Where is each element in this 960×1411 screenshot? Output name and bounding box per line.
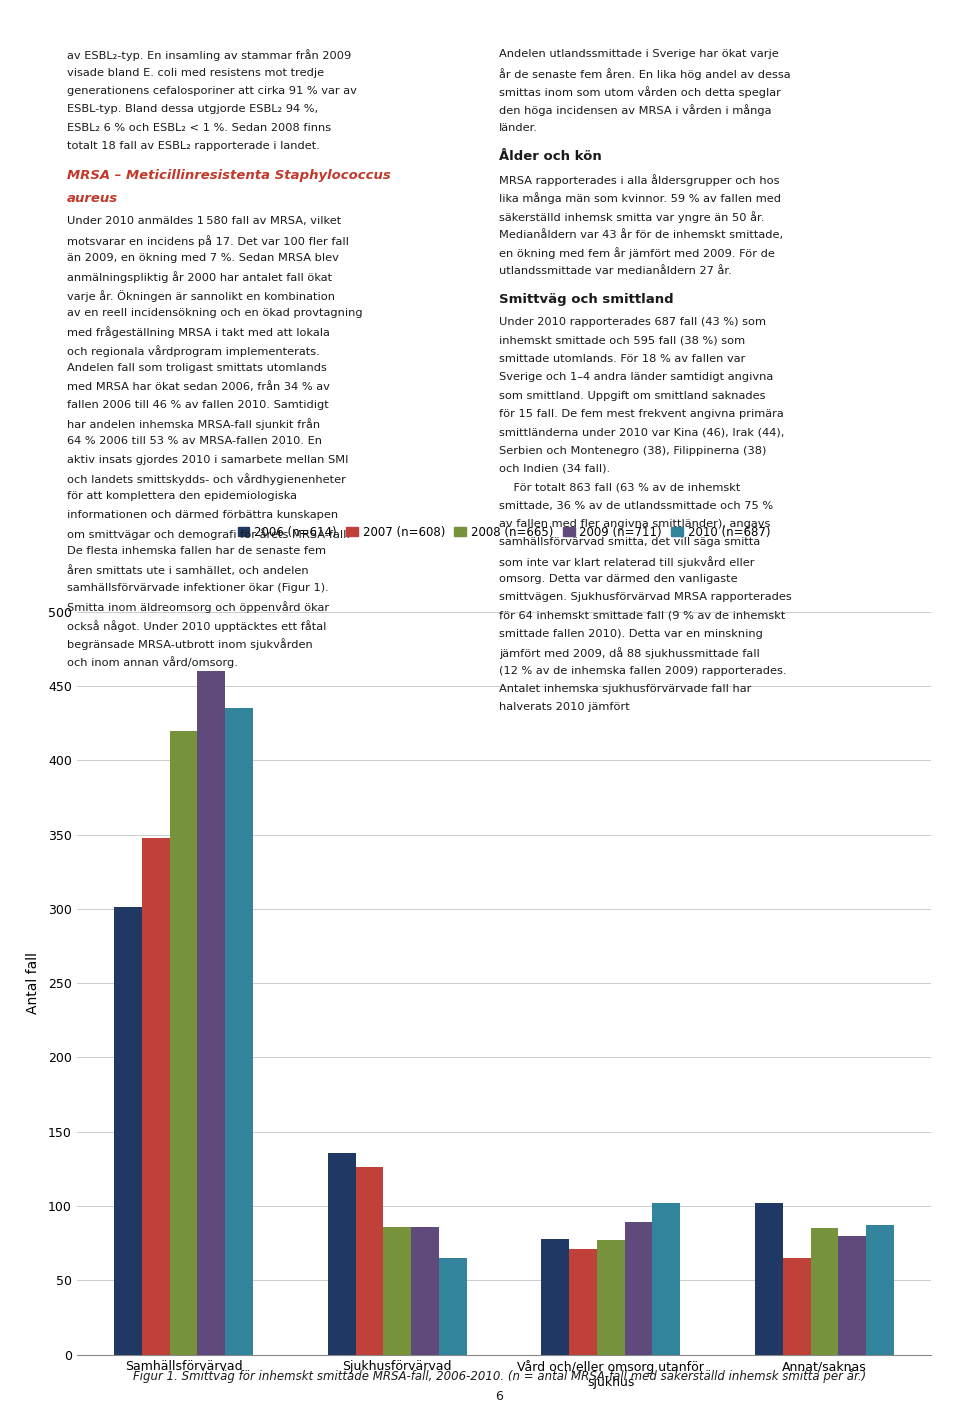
Text: jämfört med 2009, då 88 sjukhussmittade fall: jämfört med 2009, då 88 sjukhussmittade … <box>499 648 760 659</box>
Bar <box>355 1167 383 1355</box>
Text: Medianåldern var 43 år för de inhemskt smittade,: Medianåldern var 43 år för de inhemskt s… <box>499 229 783 240</box>
Text: som smittland. Uppgift om smittland saknades: som smittland. Uppgift om smittland sakn… <box>499 391 766 401</box>
Text: av ESBL₂-typ. En insamling av stammar från 2009: av ESBL₂-typ. En insamling av stammar fr… <box>67 49 351 61</box>
Text: 6: 6 <box>495 1390 503 1404</box>
Bar <box>569 1249 597 1355</box>
Text: Smitta inom äldreomsorg och öppenvård ökar: Smitta inom äldreomsorg och öppenvård ök… <box>67 601 329 614</box>
Text: länder.: länder. <box>499 123 539 133</box>
Bar <box>170 731 198 1355</box>
Text: samhällsförvärvad smitta, det vill säga smitta: samhällsförvärvad smitta, det vill säga … <box>499 538 760 547</box>
Text: samhällsförvärvade infektioner ökar (Figur 1).: samhällsförvärvade infektioner ökar (Fig… <box>67 583 329 593</box>
Text: smittade, 36 % av de utlandssmittade och 75 %: smittade, 36 % av de utlandssmittade och… <box>499 501 774 511</box>
Text: aureus: aureus <box>67 192 118 206</box>
Bar <box>810 1229 838 1355</box>
Text: Andelen fall som troligast smittats utomlands: Andelen fall som troligast smittats utom… <box>67 363 327 373</box>
Text: generationens cefalosporiner att cirka 91 % var av: generationens cefalosporiner att cirka 9… <box>67 86 357 96</box>
Text: smittade utomlands. För 18 % av fallen var: smittade utomlands. För 18 % av fallen v… <box>499 354 746 364</box>
Text: för 64 inhemskt smittade fall (9 % av de inhemskt: för 64 inhemskt smittade fall (9 % av de… <box>499 611 785 621</box>
Text: Under 2010 anmäldes 1 580 fall av MRSA, vilket: Under 2010 anmäldes 1 580 fall av MRSA, … <box>67 216 342 226</box>
Text: För totalt 863 fall (63 % av de inhemskt: För totalt 863 fall (63 % av de inhemskt <box>499 483 740 492</box>
Legend: 2006 (n=614), 2007 (n=608), 2008 (n=665), 2009 (n=711), 2010 (n=687): 2006 (n=614), 2007 (n=608), 2008 (n=665)… <box>233 521 775 543</box>
Text: varje år. Ökningen är sannolikt en kombination: varje år. Ökningen är sannolikt en kombi… <box>67 289 335 302</box>
Text: inhemskt smittade och 595 fall (38 %) som: inhemskt smittade och 595 fall (38 %) so… <box>499 336 745 346</box>
Bar <box>439 1259 467 1355</box>
Text: än 2009, en ökning med 7 %. Sedan MRSA blev: än 2009, en ökning med 7 %. Sedan MRSA b… <box>67 253 339 262</box>
Text: aktiv insats gjordes 2010 i samarbete mellan SMI: aktiv insats gjordes 2010 i samarbete me… <box>67 454 348 464</box>
Text: för 15 fall. De fem mest frekvent angivna primära: för 15 fall. De fem mest frekvent angivn… <box>499 409 784 419</box>
Text: med MRSA har ökat sedan 2006, från 34 % av: med MRSA har ökat sedan 2006, från 34 % … <box>67 381 330 392</box>
Text: smittade fallen 2010). Detta var en minskning: smittade fallen 2010). Detta var en mins… <box>499 629 763 639</box>
Text: begränsade MRSA-utbrott inom sjukvården: begränsade MRSA-utbrott inom sjukvården <box>67 638 313 650</box>
Text: totalt 18 fall av ESBL₂ rapporterade i landet.: totalt 18 fall av ESBL₂ rapporterade i l… <box>67 141 320 151</box>
Bar <box>198 672 226 1355</box>
Bar <box>755 1204 782 1355</box>
Bar <box>597 1240 625 1355</box>
Text: ESBL₂ 6 % och ESBL₂ < 1 %. Sedan 2008 finns: ESBL₂ 6 % och ESBL₂ < 1 %. Sedan 2008 fi… <box>67 123 331 133</box>
Bar <box>411 1226 439 1355</box>
Text: visade bland E. coli med resistens mot tredje: visade bland E. coli med resistens mot t… <box>67 68 324 78</box>
Text: De flesta inhemska fallen har de senaste fem: De flesta inhemska fallen har de senaste… <box>67 546 326 556</box>
Text: MRSA – Meticillinresistenta Staphylococcus: MRSA – Meticillinresistenta Staphylococc… <box>67 169 391 182</box>
Text: smittas inom som utom vården och detta speglar: smittas inom som utom vården och detta s… <box>499 86 781 97</box>
Text: Antalet inhemska sjukhusförvärvade fall har: Antalet inhemska sjukhusförvärvade fall … <box>499 684 752 694</box>
Text: motsvarar en incidens på 17. Det var 100 fler fall: motsvarar en incidens på 17. Det var 100… <box>67 234 349 247</box>
Text: informationen och därmed förbättra kunskapen: informationen och därmed förbättra kunsk… <box>67 509 338 519</box>
Text: MRSA rapporterades i alla åldersgrupper och hos: MRSA rapporterades i alla åldersgrupper … <box>499 174 780 186</box>
Text: anmälningspliktig år 2000 har antalet fall ökat: anmälningspliktig år 2000 har antalet fa… <box>67 271 332 284</box>
Text: lika många män som kvinnor. 59 % av fallen med: lika många män som kvinnor. 59 % av fall… <box>499 192 781 205</box>
Text: utlandssmittade var medianåldern 27 år.: utlandssmittade var medianåldern 27 år. <box>499 265 732 275</box>
Text: som inte var klart relaterad till sjukvård eller: som inte var klart relaterad till sjukvå… <box>499 556 755 567</box>
Bar <box>114 907 142 1355</box>
Bar <box>866 1225 894 1355</box>
Bar <box>838 1236 866 1355</box>
Text: Under 2010 rapporterades 687 fall (43 %) som: Under 2010 rapporterades 687 fall (43 %)… <box>499 317 766 327</box>
Text: Serbien och Montenegro (38), Filippinerna (38): Serbien och Montenegro (38), Filippinern… <box>499 446 767 456</box>
Text: ESBL-typ. Bland dessa utgjorde ESBL₂ 94 %,: ESBL-typ. Bland dessa utgjorde ESBL₂ 94 … <box>67 104 319 114</box>
Text: omsorg. Detta var därmed den vanligaste: omsorg. Detta var därmed den vanligaste <box>499 574 738 584</box>
Bar <box>383 1226 411 1355</box>
Text: och landets smittskydds- och vårdhygienenheter: och landets smittskydds- och vårdhygiene… <box>67 473 346 485</box>
Text: och Indien (34 fall).: och Indien (34 fall). <box>499 464 611 474</box>
Text: smittländerna under 2010 var Kina (46), Irak (44),: smittländerna under 2010 var Kina (46), … <box>499 428 784 437</box>
Text: Figur 1. Smittväg för inhemskt smittade MRSA-fall, 2006-2010. (n = antal MRSA-fa: Figur 1. Smittväg för inhemskt smittade … <box>132 1369 866 1383</box>
Text: av en reell incidensökning och en ökad provtagning: av en reell incidensökning och en ökad p… <box>67 308 363 317</box>
Text: halverats 2010 jämfört: halverats 2010 jämfört <box>499 703 630 713</box>
Bar <box>541 1239 569 1355</box>
Text: om smittvägar och demografi för årets MRSA-fall.: om smittvägar och demografi för årets MR… <box>67 528 350 540</box>
Text: Ålder och kön: Ålder och kön <box>499 151 602 164</box>
Bar <box>327 1153 355 1355</box>
Text: smittvägen. Sjukhusförvärvad MRSA rapporterades: smittvägen. Sjukhusförvärvad MRSA rappor… <box>499 593 792 602</box>
Text: och inom annan vård/omsorg.: och inom annan vård/omsorg. <box>67 656 238 669</box>
Bar <box>782 1259 810 1355</box>
Text: för att komplettera den epidemiologiska: för att komplettera den epidemiologiska <box>67 491 298 501</box>
Text: en ökning med fem år jämfört med 2009. För de: en ökning med fem år jämfört med 2009. F… <box>499 247 775 260</box>
Text: med frågeställning MRSA i takt med att lokala: med frågeställning MRSA i takt med att l… <box>67 326 330 339</box>
Text: och regionala vårdprogram implementerats.: och regionala vårdprogram implementerats… <box>67 344 320 357</box>
Text: har andelen inhemska MRSA-fall sjunkit från: har andelen inhemska MRSA-fall sjunkit f… <box>67 418 321 430</box>
Bar <box>142 838 170 1355</box>
Text: av fallen med fler angivna smittländer), angavs: av fallen med fler angivna smittländer),… <box>499 519 771 529</box>
Y-axis label: Antal fall: Antal fall <box>26 952 39 1015</box>
Text: fallen 2006 till 46 % av fallen 2010. Samtidigt: fallen 2006 till 46 % av fallen 2010. Sa… <box>67 399 329 409</box>
Text: också något. Under 2010 upptäcktes ett fåtal: också något. Under 2010 upptäcktes ett f… <box>67 619 326 632</box>
Text: (12 % av de inhemska fallen 2009) rapporterades.: (12 % av de inhemska fallen 2009) rappor… <box>499 666 786 676</box>
Text: den höga incidensen av MRSA i vården i många: den höga incidensen av MRSA i vården i m… <box>499 104 772 116</box>
Text: åren smittats ute i samhället, och andelen: åren smittats ute i samhället, och andel… <box>67 564 309 576</box>
Bar <box>653 1204 681 1355</box>
Bar <box>226 708 253 1355</box>
Text: 64 % 2006 till 53 % av MRSA-fallen 2010. En: 64 % 2006 till 53 % av MRSA-fallen 2010.… <box>67 436 323 446</box>
Text: Smittväg och smittland: Smittväg och smittland <box>499 293 674 306</box>
Text: år de senaste fem åren. En lika hög andel av dessa: år de senaste fem åren. En lika hög ande… <box>499 68 791 79</box>
Text: Andelen utlandssmittade i Sverige har ökat varje: Andelen utlandssmittade i Sverige har ök… <box>499 49 779 59</box>
Bar <box>625 1222 653 1355</box>
Text: säkerställd inhemsk smitta var yngre än 50 år.: säkerställd inhemsk smitta var yngre än … <box>499 210 764 223</box>
Text: Sverige och 1–4 andra länder samtidigt angivna: Sverige och 1–4 andra länder samtidigt a… <box>499 373 774 382</box>
